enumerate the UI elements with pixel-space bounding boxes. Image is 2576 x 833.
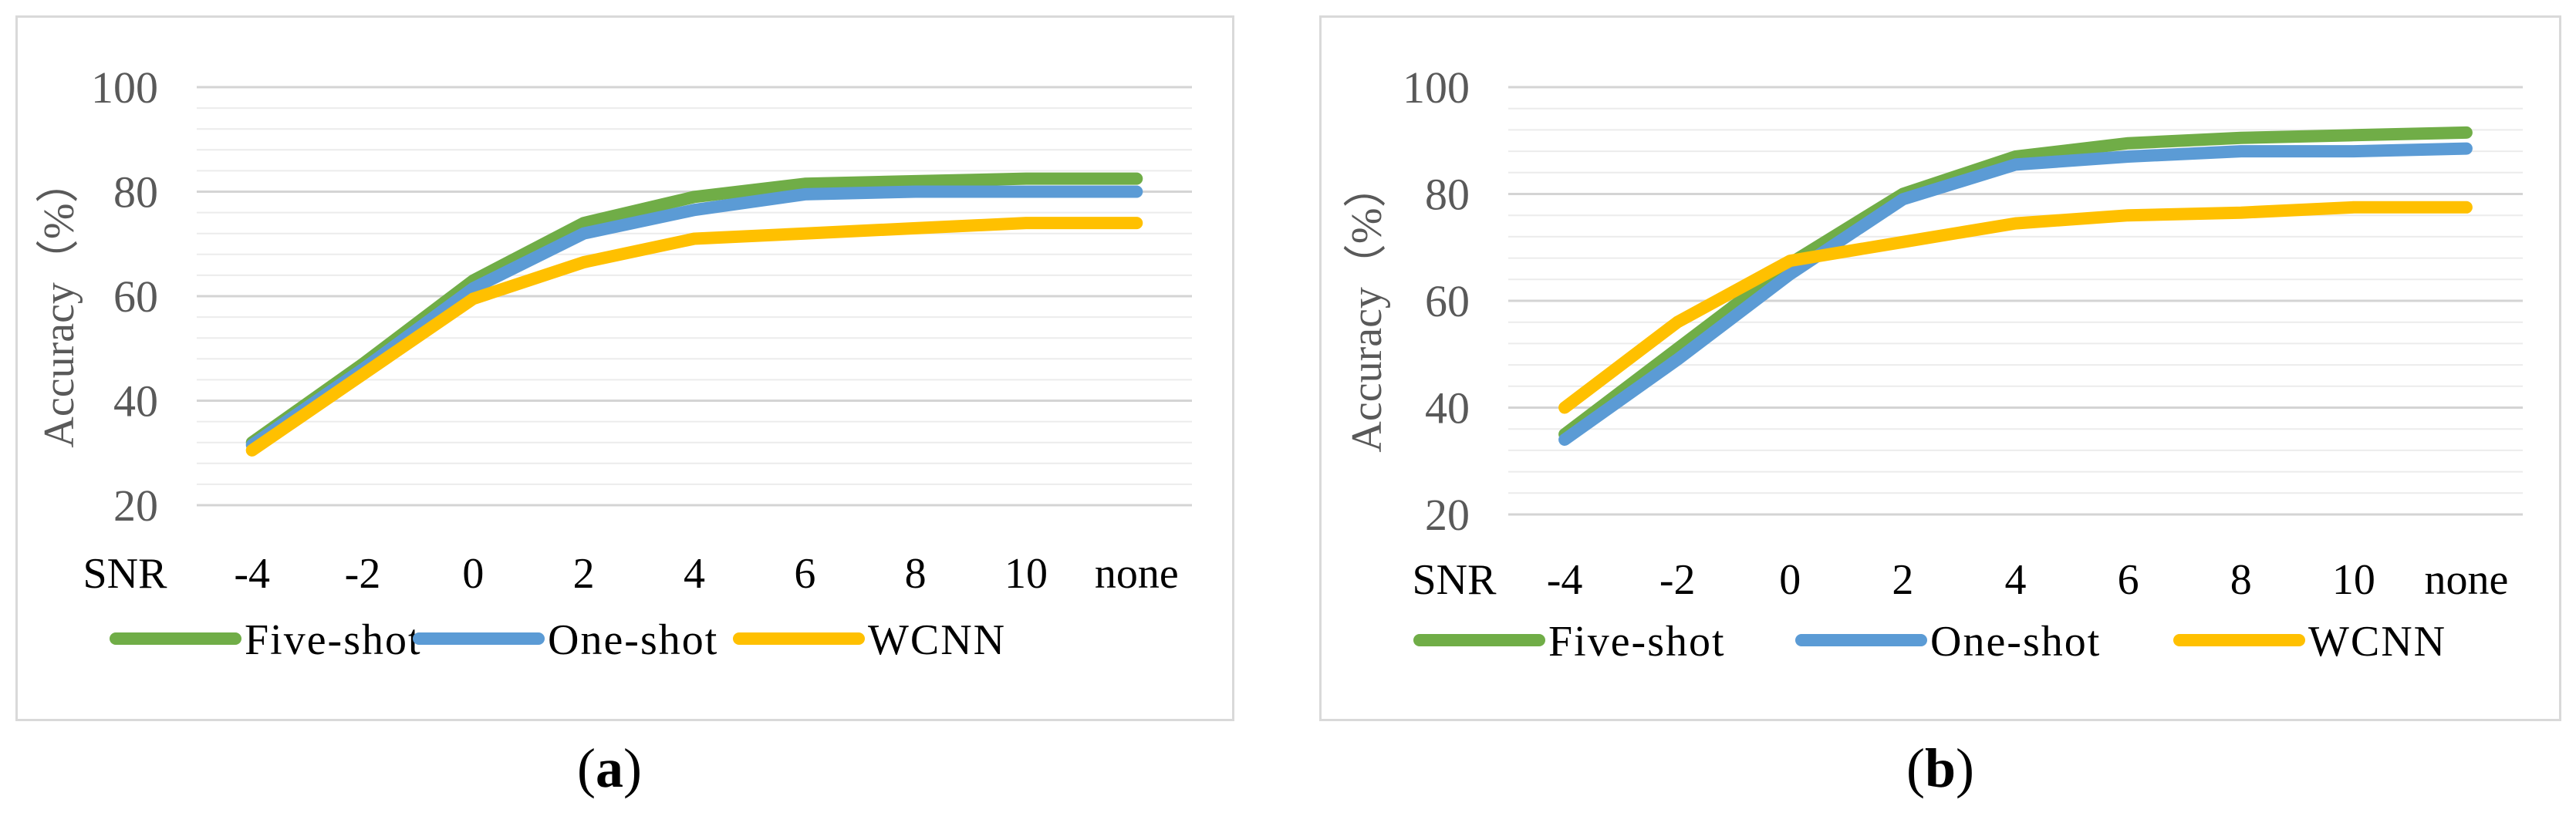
panel-a-x-tick-label: 4 [684,550,705,598]
panel-a-y-tick-label: 40 [113,376,158,427]
panel-b-x-tick-label: -4 [1547,556,1583,604]
caption-b: (b) [1906,737,1974,799]
panel-a-y-tick-label: 100 [91,62,158,113]
panel-a-x-tick-label: 8 [905,550,927,598]
panel-a-x-tick-label: 10 [1004,550,1048,598]
panel-b-y-tick-label: 80 [1425,170,1470,220]
panel-a-y-tick-label: 60 [113,271,158,322]
panel-b-x-tick-label: 10 [2332,556,2375,604]
panel-a-x-tick-label: -4 [234,550,270,598]
caption-a: (a) [577,737,642,799]
panel-a-x-tick-label: 2 [573,550,595,598]
panel-b-x-tick-label: 2 [1892,556,1913,604]
chart-panel-a [15,15,1234,721]
panel-a-legend-label-wcnn: WCNN [868,616,1006,664]
panel-b-series-line-one-shot [1558,142,2473,446]
panel-b-x-tick-label: 0 [1779,556,1801,604]
panel-b-legend-label-one-shot: One-shot [1930,618,2101,666]
panel-b-legend-label-wcnn: WCNN [2308,618,2446,666]
panel-b-y-tick-label: 100 [1403,62,1470,113]
panel-b-y-tick-label: 60 [1425,276,1470,326]
panel-b-y-tick-label: 40 [1425,383,1470,433]
panel-b-y-tick-label: 20 [1425,490,1470,540]
panel-a-x-axis-label: SNR [83,550,168,598]
panel-a-x-tick-label: 0 [462,550,484,598]
panel-b-x-tick-label: 4 [2005,556,2027,604]
panel-a-x-tick-label: -2 [345,550,381,598]
panel-a-y-tick-label: 80 [113,167,158,218]
panel-b-x-tick-label: none [2425,556,2509,604]
panel-b-x-tick-label: 6 [2118,556,2139,604]
panel-b-series-line-five-shot [1558,126,2473,441]
panel-a-y-axis-label: Accuracy（%） [35,160,83,447]
panel-a-x-tick-label: 6 [794,550,815,598]
panel-a-x-tick-label: none [1095,550,1179,598]
panel-a-legend-label-five-shot: Five-shot [245,616,422,664]
caption-b-letter: b [1924,737,1956,799]
panel-b-series-line-wcnn [1558,201,2473,414]
panel-b-x-tick-label: -2 [1659,556,1696,604]
panel-b-y-axis-label: Accuracy（%） [1343,164,1391,452]
panel-b-x-tick-label: 8 [2230,556,2252,604]
panel-a-legend-label-one-shot: One-shot [548,616,718,664]
panel-a-y-tick-label: 20 [113,481,158,531]
panel-b-x-axis-label: SNR [1413,556,1497,604]
panel-a-series-line-wcnn [245,217,1143,457]
panel-b-legend-label-five-shot: Five-shot [1548,618,1726,666]
caption-a-letter: a [596,737,623,799]
